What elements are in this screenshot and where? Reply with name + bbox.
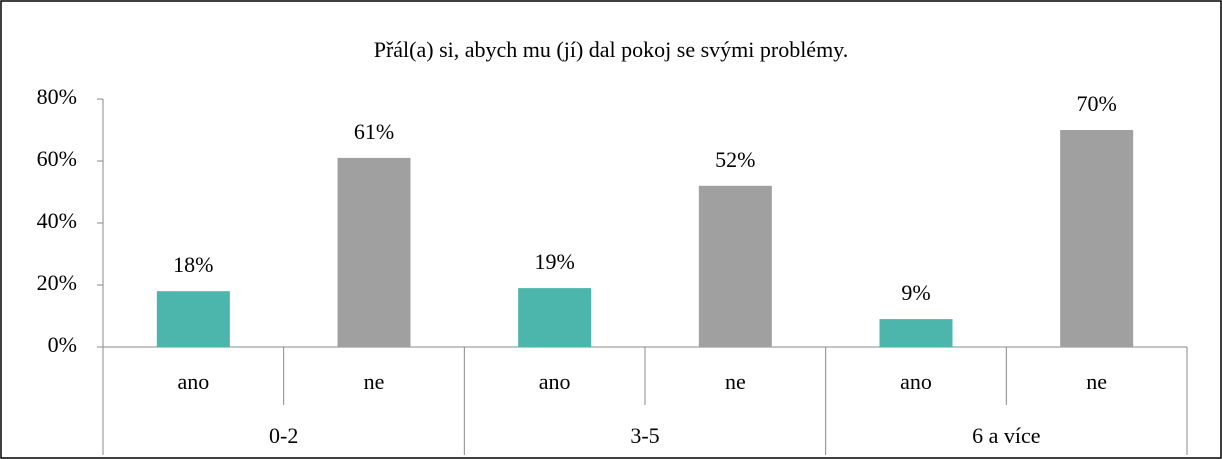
- x-tick-label: ne: [725, 369, 746, 394]
- x-tick-label: ne: [1086, 369, 1107, 394]
- x-tick-label: ano: [539, 369, 571, 394]
- data-label: 19%: [535, 249, 575, 274]
- data-label: 52%: [715, 147, 755, 172]
- bar: [518, 288, 592, 347]
- data-label: 61%: [354, 119, 394, 144]
- group-label: 3-5: [630, 423, 659, 448]
- x-tick-label: ano: [177, 369, 209, 394]
- bar: [1060, 130, 1134, 347]
- data-label: 18%: [173, 252, 213, 277]
- y-tick-label: 80%: [37, 84, 77, 109]
- data-label: 70%: [1077, 91, 1117, 116]
- y-tick-label: 20%: [37, 270, 77, 295]
- bar: [156, 291, 230, 347]
- data-label: 9%: [901, 280, 930, 305]
- group-label: 6 a více: [972, 423, 1040, 448]
- bar: [879, 319, 953, 347]
- group-label: 0-2: [269, 423, 298, 448]
- y-tick-label: 0%: [48, 332, 77, 357]
- y-tick-label: 60%: [37, 146, 77, 171]
- bar: [698, 185, 772, 347]
- x-tick-label: ano: [900, 369, 932, 394]
- chart-title: Přál(a) si, abych mu (jí) dal pokoj se s…: [374, 37, 849, 62]
- x-tick-label: ne: [364, 369, 385, 394]
- y-tick-label: 40%: [37, 208, 77, 233]
- bar: [337, 157, 411, 347]
